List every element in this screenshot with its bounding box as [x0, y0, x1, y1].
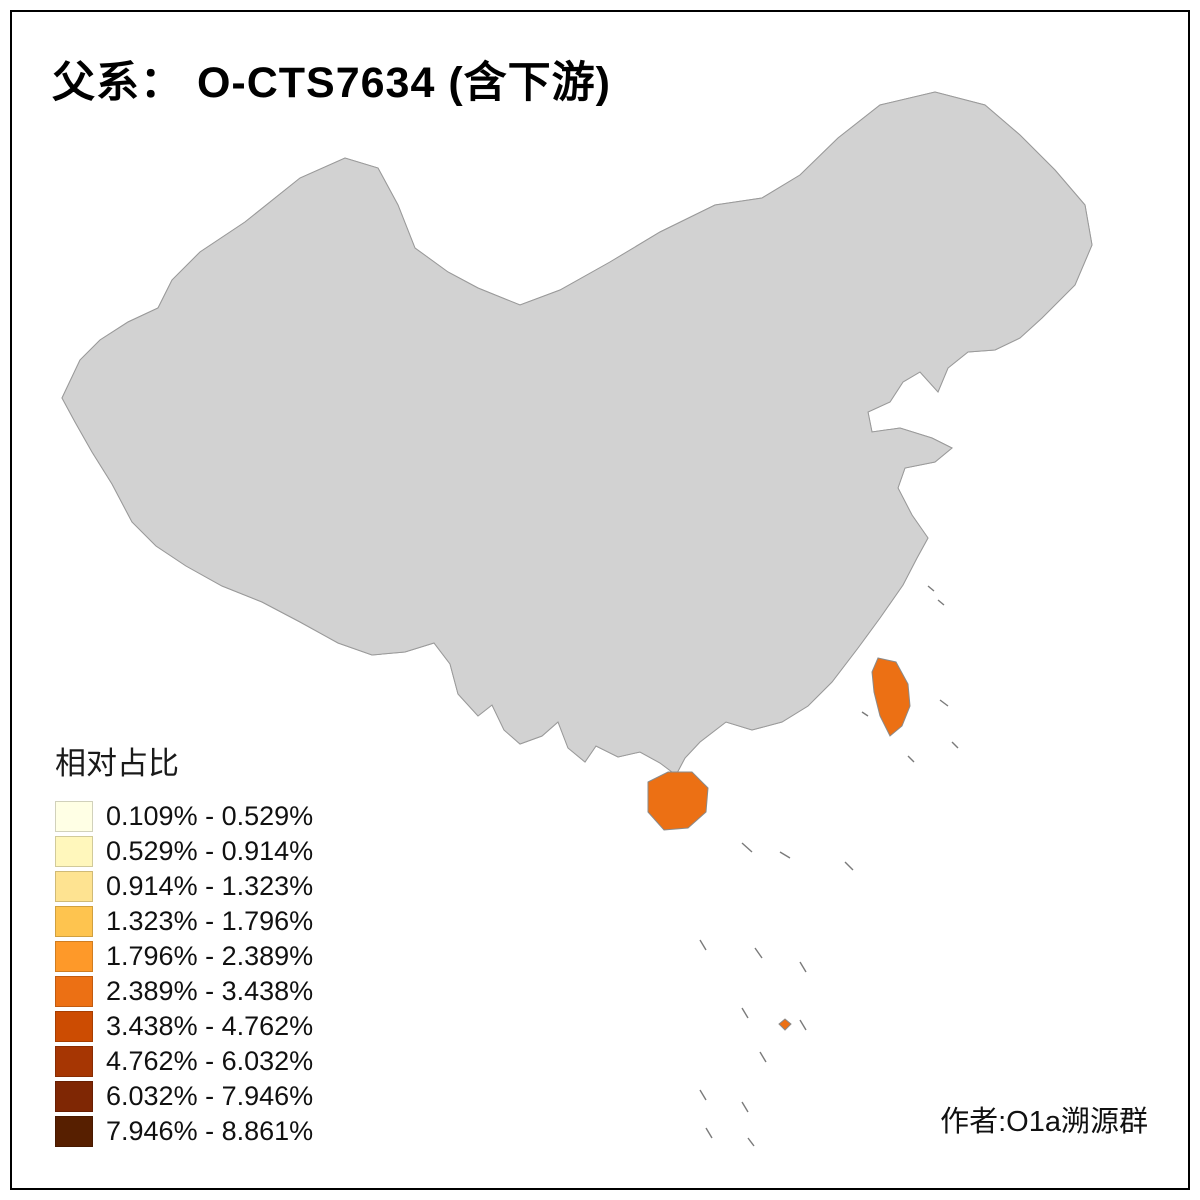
legend-label: 0.109% - 0.529% [106, 800, 314, 831]
sea-dash [747, 1137, 755, 1147]
legend-swatch [55, 975, 93, 1007]
legend-row: 0.529% - 0.914% [55, 834, 313, 868]
map-region [647, 771, 709, 831]
legend-row: 1.323% - 1.796% [55, 904, 313, 938]
legend: 相对占比 0.109% - 0.529% 0.529% - 0.914% 0.914… [55, 738, 313, 1149]
china-mainland-border [61, 91, 1093, 776]
legend-label: 3.438% - 4.762% [106, 1010, 314, 1041]
legend-row: 6.032% - 7.946% [55, 1079, 313, 1113]
legend-label: 4.762% - 6.032% [106, 1045, 314, 1076]
legend-row: 4.762% - 6.032% [55, 1044, 313, 1078]
legend-label: 6.032% - 7.946% [106, 1080, 314, 1111]
page-title: 父系： O-CTS7634 (含下游) [52, 59, 611, 107]
legend-swatch [55, 1045, 93, 1077]
sea-dash [754, 947, 763, 959]
sea-dash [741, 842, 753, 853]
legend-swatch [55, 1115, 93, 1147]
sea-dash [939, 699, 949, 707]
legend-label: 0.914% - 1.323% [106, 870, 314, 901]
sea-dash [937, 599, 945, 606]
sea-dash [705, 1127, 713, 1139]
sea-dash [951, 741, 959, 749]
sea-dash [799, 1019, 807, 1031]
legend-label: 7.946% - 8.861% [106, 1115, 314, 1146]
map-region [778, 1018, 792, 1031]
sea-dash [699, 1089, 707, 1101]
sea-dash [779, 851, 791, 859]
sea-dash [799, 961, 807, 973]
author-credit: 作者:O1a溯源群 [940, 1106, 1148, 1138]
legend-row: 3.438% - 4.762% [55, 1009, 313, 1043]
legend-label: 1.323% - 1.796% [106, 905, 314, 936]
legend-row: 7.946% - 8.861% [55, 1114, 313, 1148]
legend-title: 相对占比 [55, 746, 179, 781]
sea-dash [844, 861, 854, 871]
legend-label: 1.796% - 2.389% [106, 940, 314, 971]
legend-swatch [55, 870, 93, 902]
legend-swatch [55, 1010, 93, 1042]
sea-dash [907, 755, 915, 763]
legend-swatch [55, 800, 93, 832]
legend-label: 0.529% - 0.914% [106, 835, 314, 866]
legend-swatch [55, 940, 93, 972]
legend-row: 1.796% - 2.389% [55, 939, 313, 973]
sea-dash [741, 1101, 749, 1113]
sea-dash [861, 711, 869, 717]
legend-swatch [55, 905, 93, 937]
legend-rows: 0.109% - 0.529% 0.529% - 0.914% 0.914% - 1… [55, 799, 313, 1148]
legend-row: 2.389% - 3.438% [55, 974, 313, 1008]
sea-dash [927, 585, 935, 592]
sea-islands-dashes [699, 585, 959, 1147]
sea-dash [741, 1007, 749, 1019]
legend-swatch [55, 1080, 93, 1112]
map-region [871, 657, 911, 737]
legend-swatch [55, 835, 93, 867]
sea-dash [699, 939, 707, 951]
legend-row: 0.109% - 0.529% [55, 799, 313, 833]
sea-dash [759, 1051, 767, 1063]
island-regions-layer [647, 657, 911, 1031]
legend-label: 2.389% - 3.438% [106, 975, 314, 1006]
legend-row: 0.914% - 1.323% [55, 869, 313, 903]
